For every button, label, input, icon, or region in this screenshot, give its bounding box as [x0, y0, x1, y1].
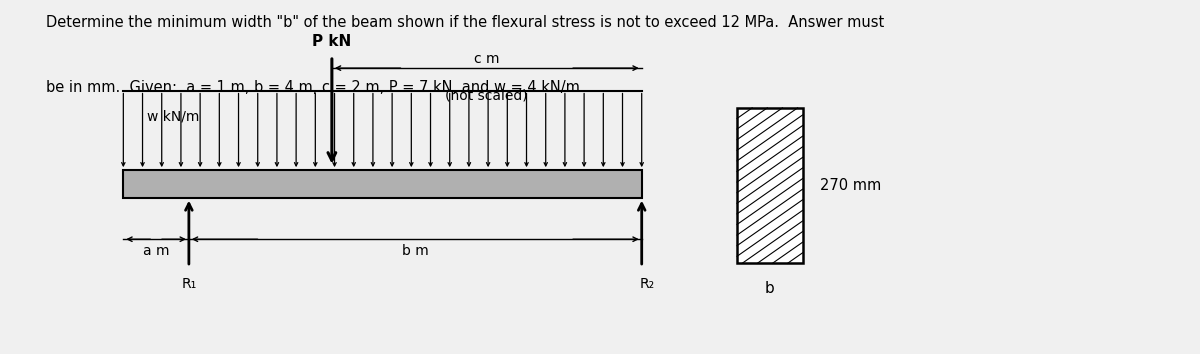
- Text: c m: c m: [474, 52, 499, 67]
- Text: a m: a m: [143, 244, 169, 258]
- Text: (not scaled): (not scaled): [445, 89, 528, 103]
- Text: Determine the minimum width "b" of the beam shown if the flexural stress is not : Determine the minimum width "b" of the b…: [46, 15, 884, 29]
- Text: R₁: R₁: [181, 277, 197, 291]
- Text: P kN: P kN: [312, 34, 352, 49]
- Text: be in mm.  Given:  a = 1 m, b = 4 m, c = 2 m, P = 7 kN, and w = 4 kN/m.: be in mm. Given: a = 1 m, b = 4 m, c = 2…: [46, 80, 584, 95]
- Text: w kN/m: w kN/m: [148, 109, 199, 124]
- Bar: [124, 170, 642, 198]
- Text: 270 mm: 270 mm: [821, 178, 882, 193]
- Text: R₂: R₂: [640, 277, 655, 291]
- Text: b m: b m: [402, 244, 428, 258]
- Bar: [737, 108, 803, 263]
- Text: b: b: [764, 281, 775, 296]
